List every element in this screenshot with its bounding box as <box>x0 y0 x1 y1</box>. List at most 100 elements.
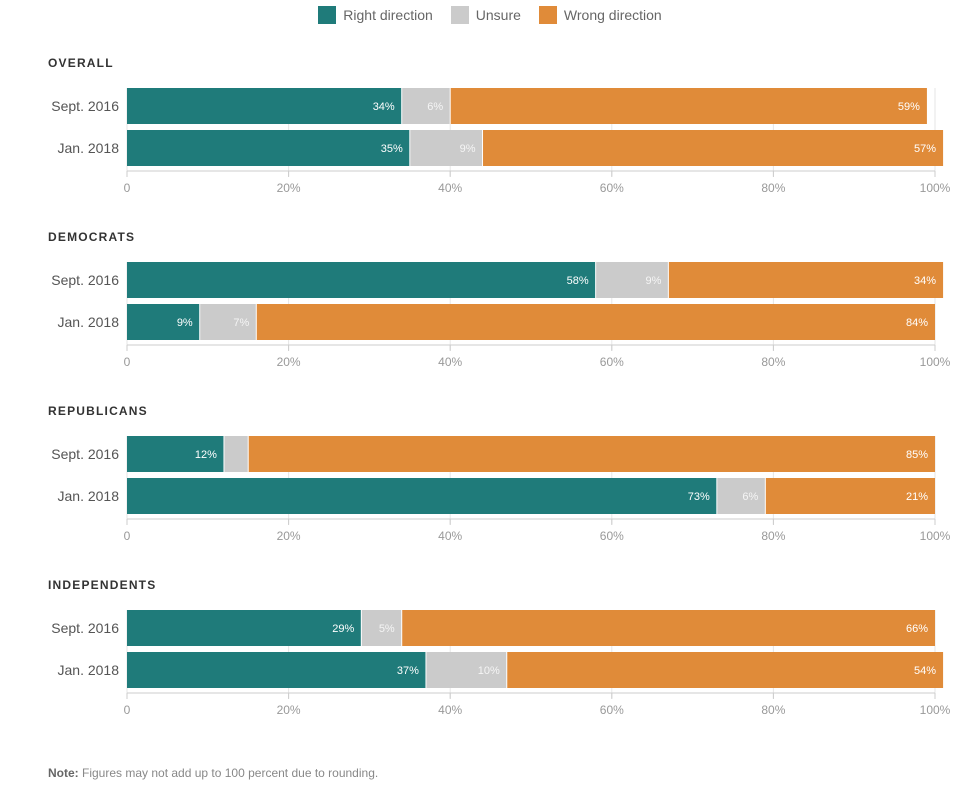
x-tick-label: 20% <box>277 529 301 543</box>
data-label: 6% <box>427 101 443 113</box>
x-tick-label: 100% <box>920 529 951 543</box>
x-tick-label: 20% <box>277 181 301 195</box>
x-tick-label: 0 <box>124 355 131 369</box>
bar-segment-unsure <box>223 436 249 472</box>
bar-segment-wrong-direction <box>506 652 944 688</box>
stacked-bar-chart: Sept. 2016 58% 9% 34% Jan. 2018 9% 7% 84% 0 20% 40… <box>51 262 951 369</box>
panel-title: INDEPENDENTS <box>48 578 157 592</box>
x-tick-label: 80% <box>761 529 785 543</box>
bar-segment-unsure <box>595 262 669 298</box>
bar-segment-wrong-direction <box>450 88 927 124</box>
data-label: 12% <box>195 449 217 461</box>
legend-label: Right direction <box>343 7 433 23</box>
x-tick-label: 60% <box>600 355 624 369</box>
bar-segment-right-direction <box>127 304 200 340</box>
legend: Right direction Unsure Wrong direction <box>0 6 980 24</box>
legend-label: Wrong direction <box>563 7 662 23</box>
data-label: 84% <box>906 317 928 329</box>
row-label: Jan. 2018 <box>58 488 120 504</box>
stacked-bar-chart: Sept. 2016 34% 6% 59% Jan. 2018 35% 9% 57% 0 20% 4… <box>51 88 951 195</box>
bar-segment-right-direction <box>127 478 717 514</box>
panel-title: REPUBLICANS <box>48 404 148 418</box>
bar-segment-right-direction <box>127 130 410 166</box>
legend-swatch-unsure <box>450 6 469 24</box>
row-label: Sept. 2016 <box>51 446 119 462</box>
data-label: 5% <box>379 623 395 635</box>
x-tick-label: 20% <box>277 355 301 369</box>
bar-segment-unsure <box>409 130 483 166</box>
bar-segment-wrong-direction <box>256 304 935 340</box>
legend-swatch-right-direction <box>318 6 337 24</box>
data-label: 54% <box>914 665 936 677</box>
x-tick-label: 40% <box>438 529 462 543</box>
data-label: 66% <box>906 623 928 635</box>
data-label: 6% <box>742 491 758 503</box>
row-label: Jan. 2018 <box>58 662 120 678</box>
data-label: 9% <box>460 143 476 155</box>
bar-segment-unsure <box>361 610 402 646</box>
bar-segment-right-direction <box>127 436 224 472</box>
bar-segment-unsure <box>199 304 257 340</box>
row-label: Sept. 2016 <box>51 620 119 636</box>
bar-segment-right-direction <box>127 652 426 688</box>
data-label: 58% <box>567 275 589 287</box>
stacked-bar-chart: Sept. 2016 29% 5% 66% Jan. 2018 37% 10% 54% 0 20%… <box>51 610 951 717</box>
panel-title: OVERALL <box>48 56 114 70</box>
x-tick-label: 0 <box>124 703 131 717</box>
data-label: 59% <box>898 101 920 113</box>
bar-segment-unsure <box>716 478 766 514</box>
x-tick-label: 80% <box>761 703 785 717</box>
legend-item-wrong-direction: Wrong direction <box>538 6 662 24</box>
row-label: Jan. 2018 <box>58 140 120 156</box>
bar-segment-unsure <box>401 88 451 124</box>
note-label: Note: <box>48 766 79 780</box>
bar-segment-right-direction <box>127 88 402 124</box>
data-label: 57% <box>914 143 936 155</box>
x-tick-label: 60% <box>600 703 624 717</box>
data-label: 34% <box>914 275 936 287</box>
bar-segment-wrong-direction <box>248 436 935 472</box>
x-tick-label: 100% <box>920 181 951 195</box>
footnote: Note: Figures may not add up to 100 perc… <box>48 766 378 780</box>
x-tick-label: 80% <box>761 181 785 195</box>
bar-segment-wrong-direction <box>401 610 936 646</box>
x-tick-label: 20% <box>277 703 301 717</box>
x-tick-label: 60% <box>600 529 624 543</box>
data-label: 73% <box>688 491 710 503</box>
x-tick-label: 100% <box>920 703 951 717</box>
data-label: 7% <box>233 317 249 329</box>
legend-item-right-direction: Right direction <box>318 6 433 24</box>
data-label: 85% <box>906 449 928 461</box>
x-tick-label: 0 <box>124 529 131 543</box>
stacked-bar-chart: Sept. 2016 12% 85% Jan. 2018 73% 6% 21% 0 20% 40%… <box>51 436 951 543</box>
data-label: 9% <box>177 317 193 329</box>
data-label: 9% <box>645 275 661 287</box>
data-label: 37% <box>397 665 419 677</box>
x-tick-label: 100% <box>920 355 951 369</box>
bar-segment-wrong-direction <box>765 478 935 514</box>
bar-segment-right-direction <box>127 262 596 298</box>
row-label: Sept. 2016 <box>51 272 119 288</box>
panel-title: DEMOCRATS <box>48 230 136 244</box>
data-label: 10% <box>478 665 500 677</box>
data-label: 34% <box>373 101 395 113</box>
note-text: Figures may not add up to 100 percent du… <box>78 766 379 780</box>
data-label: 21% <box>906 491 928 503</box>
x-tick-label: 60% <box>600 181 624 195</box>
bar-segment-unsure <box>425 652 507 688</box>
legend-swatch-wrong-direction <box>538 6 557 24</box>
x-tick-label: 0 <box>124 181 131 195</box>
x-tick-label: 80% <box>761 355 785 369</box>
data-label: 35% <box>381 143 403 155</box>
row-label: Sept. 2016 <box>51 98 119 114</box>
legend-label: Unsure <box>475 7 521 23</box>
x-tick-label: 40% <box>438 355 462 369</box>
bar-segment-wrong-direction <box>482 130 944 166</box>
x-tick-label: 40% <box>438 703 462 717</box>
data-label: 29% <box>332 623 354 635</box>
x-tick-label: 40% <box>438 181 462 195</box>
bar-segment-right-direction <box>127 610 362 646</box>
row-label: Jan. 2018 <box>58 314 120 330</box>
legend-item-unsure: Unsure <box>450 6 521 24</box>
bar-segment-wrong-direction <box>668 262 944 298</box>
